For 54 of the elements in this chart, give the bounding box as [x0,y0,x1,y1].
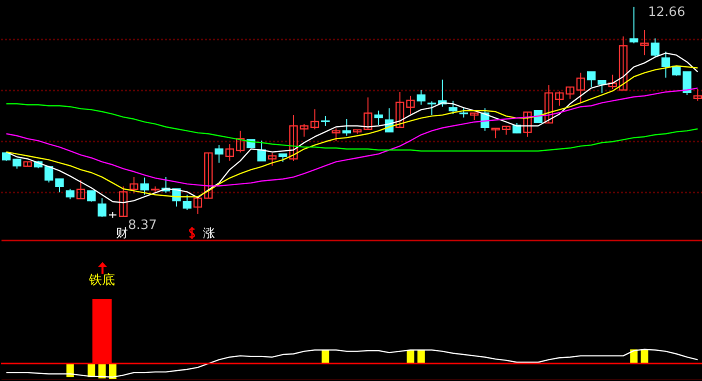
candlestick [12,158,22,170]
candlestick [640,30,649,56]
candlestick [491,128,500,139]
annotation: 财 [116,226,128,240]
candlestick [586,71,596,88]
candlestick [66,188,74,200]
candlestick [98,198,106,218]
candlestick [693,88,702,102]
candlestick [544,84,554,124]
candlestick [566,86,574,100]
candlestick [310,108,320,130]
candlestick [300,123,308,138]
bar [417,350,425,364]
annotation: 涨 [203,226,215,240]
candlestick [576,72,586,104]
bar [322,350,330,364]
candlestick [236,130,245,153]
candlestick [448,100,458,115]
candlestick [396,91,404,128]
candlestick [44,165,54,183]
candlestick [416,90,426,106]
candlestick [76,180,86,200]
candlestick [608,74,617,90]
candlestick [204,152,213,199]
candlestick [650,38,660,58]
candlestick [427,100,436,116]
candlestick [523,112,532,138]
candlestick [193,198,202,214]
candlestick [268,152,277,166]
candlestick [374,110,383,126]
candlestick [406,95,415,115]
candlestick [555,90,564,106]
candlestick [140,177,149,196]
candlestick [332,128,340,142]
candlestick [342,118,352,136]
candlestick [364,96,372,130]
candlestick [257,140,266,162]
candlestick [321,116,330,126]
candlestick [630,6,638,44]
candlestick [682,71,692,96]
candlestick [214,144,224,164]
text: 铁底 [88,273,116,288]
candlestick [289,114,298,162]
candlestick [55,178,64,193]
candlestick [618,36,628,91]
candlestick [118,186,128,218]
candlestick [130,176,138,194]
annotation: 8.37 [128,218,157,233]
candlestick [182,194,192,210]
candlestick [661,51,670,78]
candlestick [225,144,234,162]
annotation: 12.66 [648,5,686,20]
candlestick [459,108,468,118]
candlestick [598,80,606,94]
